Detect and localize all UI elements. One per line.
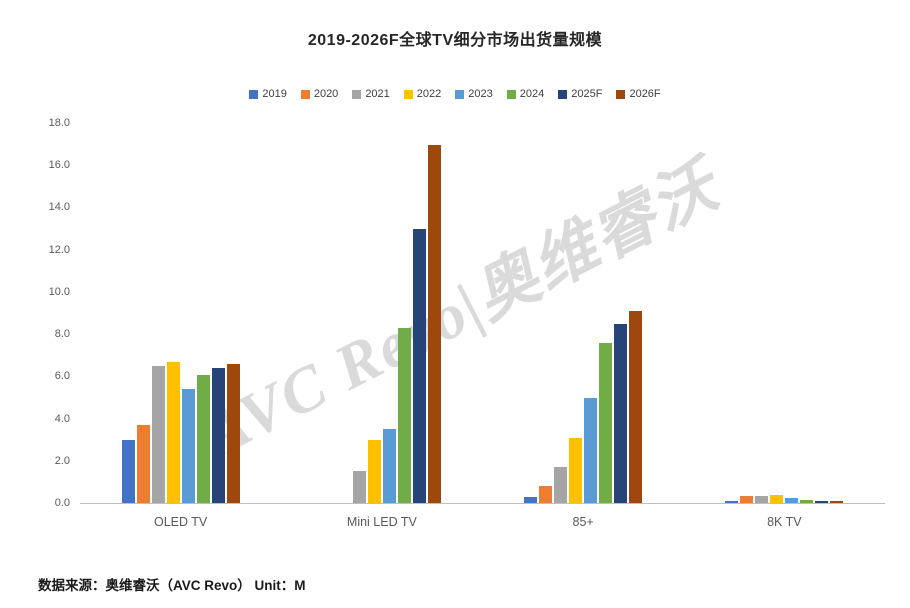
chart-region: AVC Revo|奥维睿沃 0.0 2.0 4.0 6.0 8.0 10.0 12.0 14.… bbox=[30, 117, 885, 536]
legend-label: 2019 bbox=[262, 88, 287, 100]
y-axis: 0.0 2.0 4.0 6.0 8.0 10.0 12.0 14.0 16.0 18.0 bbox=[30, 117, 80, 509]
category-group-mini-led-tv: Mini LED TV bbox=[281, 124, 482, 529]
category-group-oled-tv: OLED TV bbox=[80, 124, 281, 529]
bar-2023 bbox=[382, 429, 396, 503]
bar-2026F bbox=[629, 311, 643, 503]
legend-item-2025F: 2025F bbox=[558, 88, 602, 100]
bar-2025F bbox=[211, 368, 225, 503]
bar-2023 bbox=[181, 389, 195, 503]
legend-swatch bbox=[249, 89, 259, 99]
legend-swatch bbox=[352, 89, 362, 99]
legend-swatch bbox=[616, 89, 626, 99]
chart-title: 2019-2026F全球TV细分市场出货量规模 bbox=[307, 32, 603, 49]
y-tick-label: 0.0 bbox=[54, 497, 70, 509]
bar-2026F bbox=[226, 364, 240, 503]
legend-label: 2024 bbox=[519, 88, 545, 100]
bar-2019 bbox=[121, 439, 135, 503]
bar-2021 bbox=[755, 495, 769, 503]
bar-2026F bbox=[830, 500, 844, 503]
legend-label: 2020 bbox=[313, 88, 339, 100]
bar-2020 bbox=[136, 425, 150, 503]
bar-2022 bbox=[770, 494, 784, 503]
data-source: 数据来源：奥维睿沃（AVC Revo） Unit：M bbox=[38, 578, 306, 593]
bar-2025F bbox=[412, 229, 426, 503]
x-axis-category-label: OLED TV bbox=[153, 515, 208, 529]
y-tick-label: 2.0 bbox=[54, 454, 70, 467]
legend-item-2020: 2020 bbox=[300, 88, 339, 100]
bar-2024 bbox=[599, 342, 613, 503]
y-tick-label: 14.0 bbox=[48, 201, 70, 214]
y-tick-label: 12.0 bbox=[48, 243, 70, 256]
y-tick-label: 6.0 bbox=[54, 370, 70, 383]
legend-label: 2023 bbox=[468, 88, 493, 100]
legend-item-2023: 2023 bbox=[455, 88, 493, 100]
category-group-85+: 85+ bbox=[483, 124, 684, 529]
x-axis-category-label: 85+ bbox=[572, 515, 594, 529]
bar-2025F bbox=[815, 500, 829, 503]
bar-2023 bbox=[785, 497, 799, 503]
bar-2021 bbox=[151, 366, 165, 503]
legend-item-2022: 2022 bbox=[403, 88, 442, 100]
y-tick-label: 18.0 bbox=[48, 117, 70, 129]
legend-item-2019: 2019 bbox=[249, 88, 287, 100]
bar-2019 bbox=[524, 496, 538, 503]
legend-item-2024: 2024 bbox=[506, 88, 545, 100]
bar-2021 bbox=[554, 467, 568, 503]
bar-2019 bbox=[725, 500, 739, 503]
y-tick-label: 16.0 bbox=[48, 159, 70, 172]
legend-label: 2022 bbox=[416, 88, 442, 100]
plot-wrapper: 0.0 2.0 4.0 6.0 8.0 10.0 12.0 14.0 16.0 18.0 OLED… bbox=[30, 117, 885, 529]
legend-swatch bbox=[300, 89, 310, 99]
legend-label: 2021 bbox=[365, 88, 390, 100]
bar-2023 bbox=[584, 397, 598, 503]
legend-item-2021: 2021 bbox=[352, 88, 390, 100]
legend-label: 2025F bbox=[571, 88, 603, 100]
legend-item-2026F: 2026F bbox=[616, 88, 661, 100]
bar-2021 bbox=[352, 471, 366, 503]
bar-2020 bbox=[539, 486, 553, 503]
plot-area: OLED TV Mini LED TV 85+ 8K TV bbox=[80, 124, 885, 529]
legend-swatch bbox=[403, 89, 413, 99]
legend-swatch bbox=[558, 89, 568, 99]
y-tick-label: 8.0 bbox=[54, 328, 70, 341]
bar-2020 bbox=[740, 495, 754, 503]
y-tick-label: 10.0 bbox=[48, 285, 70, 298]
y-tick-label: 4.0 bbox=[54, 412, 70, 425]
x-axis-category-label: 8K TV bbox=[767, 515, 802, 529]
category-group-8k-tv: 8K TV bbox=[684, 124, 885, 529]
bar-2024 bbox=[196, 374, 210, 503]
bar-2024 bbox=[800, 499, 814, 503]
bar-2025F bbox=[614, 324, 628, 503]
bar-2022 bbox=[367, 439, 381, 503]
legend-swatch bbox=[455, 89, 465, 99]
legend-label: 2026F bbox=[629, 88, 661, 100]
bar-2022 bbox=[166, 361, 180, 503]
x-axis-category-label: Mini LED TV bbox=[346, 515, 417, 529]
bar-2024 bbox=[397, 328, 411, 503]
legend-swatch bbox=[506, 89, 516, 99]
bar-2026F bbox=[427, 145, 441, 503]
bar-2022 bbox=[569, 437, 583, 503]
legend: 2019 2020 2021 2022 2023 2024 2025F 2026F bbox=[0, 88, 910, 100]
